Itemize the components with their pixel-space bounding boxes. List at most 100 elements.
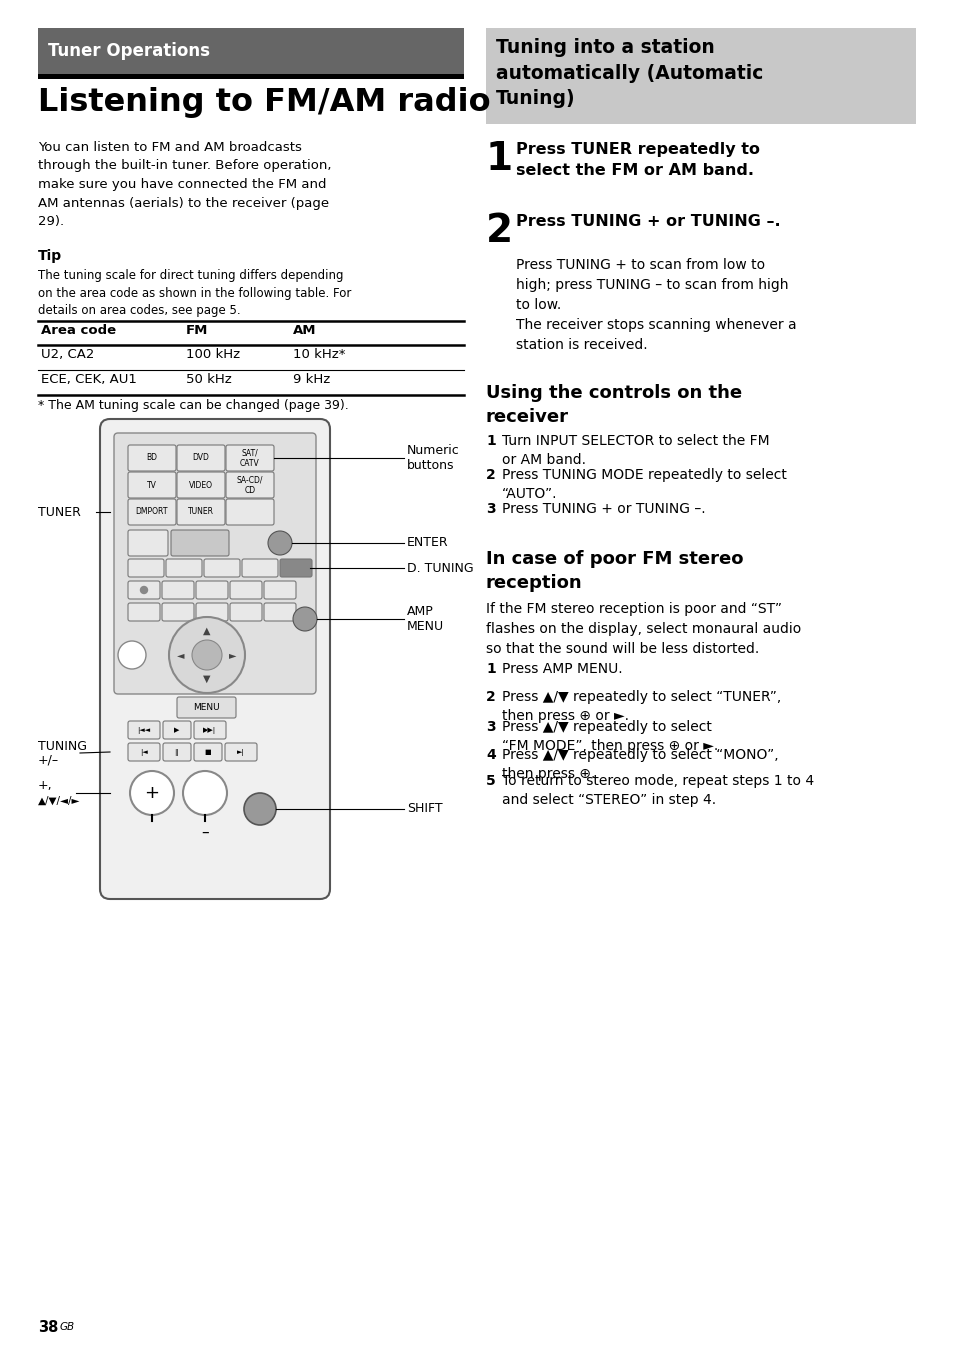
Circle shape [244, 794, 275, 825]
Text: Turn INPUT SELECTOR to select the FM
or AM band.: Turn INPUT SELECTOR to select the FM or … [501, 434, 769, 466]
FancyBboxPatch shape [195, 581, 228, 599]
FancyBboxPatch shape [225, 744, 256, 761]
Text: ◄: ◄ [177, 650, 185, 660]
Text: |◄◄: |◄◄ [137, 726, 151, 734]
FancyBboxPatch shape [226, 472, 274, 498]
FancyBboxPatch shape [128, 744, 160, 761]
Text: –: – [201, 825, 209, 840]
Text: AMP
MENU: AMP MENU [407, 604, 444, 633]
Circle shape [140, 587, 148, 594]
Text: Press ▲/▼ repeatedly to select
“FM MODE”, then press ⊕ or ►.: Press ▲/▼ repeatedly to select “FM MODE”… [501, 721, 718, 753]
Text: You can listen to FM and AM broadcasts
through the built-in tuner. Before operat: You can listen to FM and AM broadcasts t… [38, 141, 331, 228]
Text: 4: 4 [485, 748, 496, 763]
FancyBboxPatch shape [128, 530, 168, 556]
Text: TUNER: TUNER [38, 506, 81, 519]
FancyBboxPatch shape [264, 603, 295, 621]
Text: 3: 3 [485, 502, 496, 516]
Text: Listening to FM/AM radio: Listening to FM/AM radio [38, 87, 490, 118]
Text: BD: BD [147, 453, 157, 462]
Text: ▼: ▼ [203, 675, 211, 684]
FancyBboxPatch shape [128, 558, 164, 577]
Text: To return to stereo mode, repeat steps 1 to 4
and select “STEREO” in step 4.: To return to stereo mode, repeat steps 1… [501, 773, 813, 807]
FancyBboxPatch shape [113, 433, 315, 694]
Text: In case of poor FM stereo
reception: In case of poor FM stereo reception [485, 550, 742, 592]
FancyBboxPatch shape [163, 744, 191, 761]
FancyBboxPatch shape [177, 499, 225, 525]
Circle shape [293, 607, 316, 631]
Text: TUNING: TUNING [38, 740, 87, 753]
FancyBboxPatch shape [128, 445, 175, 470]
Text: +/–: +/– [38, 753, 59, 767]
Text: Press ▲/▼ repeatedly to select “TUNER”,
then press ⊕ or ►.: Press ▲/▼ repeatedly to select “TUNER”, … [501, 690, 781, 723]
Text: 1: 1 [485, 434, 496, 448]
Circle shape [169, 617, 245, 694]
Text: ||: || [174, 749, 179, 756]
FancyBboxPatch shape [193, 744, 222, 761]
Circle shape [118, 641, 146, 669]
Text: Press TUNING MODE repeatedly to select
“AUTO”.: Press TUNING MODE repeatedly to select “… [501, 468, 786, 502]
Text: The tuning scale for direct tuning differs depending
on the area code as shown i: The tuning scale for direct tuning diffe… [38, 269, 351, 316]
Text: ▶: ▶ [174, 727, 179, 733]
Text: AM: AM [293, 324, 316, 337]
Text: ►: ► [229, 650, 236, 660]
FancyBboxPatch shape [193, 721, 226, 740]
FancyBboxPatch shape [162, 603, 193, 621]
Text: DMPORT: DMPORT [135, 507, 168, 516]
FancyBboxPatch shape [128, 499, 175, 525]
Text: |◄: |◄ [140, 749, 148, 756]
Text: ▶▶|: ▶▶| [203, 726, 216, 734]
Text: ►|: ►| [237, 749, 245, 756]
Text: ■: ■ [205, 749, 212, 754]
FancyBboxPatch shape [230, 581, 262, 599]
Text: Area code: Area code [41, 324, 116, 337]
FancyBboxPatch shape [195, 603, 228, 621]
FancyBboxPatch shape [204, 558, 240, 577]
Text: Using the controls on the
receiver: Using the controls on the receiver [485, 384, 741, 426]
Text: VIDEO: VIDEO [189, 480, 213, 489]
Text: 50 kHz: 50 kHz [186, 373, 232, 387]
Text: 5: 5 [485, 773, 496, 788]
Circle shape [192, 639, 222, 671]
Text: FM: FM [186, 324, 208, 337]
Text: 9 kHz: 9 kHz [293, 373, 330, 387]
Text: Tip: Tip [38, 249, 62, 264]
Text: 2: 2 [485, 468, 496, 483]
Text: U2, CA2: U2, CA2 [41, 347, 94, 361]
Text: SAT/
CATV: SAT/ CATV [240, 449, 259, 468]
Bar [485, 28, 915, 124]
Text: Tuning into a station
automatically (Automatic
Tuning): Tuning into a station automatically (Aut… [496, 38, 762, 108]
Bar [38, 28, 463, 74]
Text: TV: TV [147, 480, 157, 489]
Text: SHIFT: SHIFT [407, 803, 442, 815]
Text: Press AMP MENU.: Press AMP MENU. [501, 662, 622, 676]
FancyBboxPatch shape [230, 603, 262, 621]
Text: Tuner Operations: Tuner Operations [48, 42, 210, 59]
Text: Press TUNING + or TUNING –.: Press TUNING + or TUNING –. [516, 214, 780, 228]
Text: 100 kHz: 100 kHz [186, 347, 240, 361]
Text: ▲: ▲ [203, 626, 211, 635]
Text: 2: 2 [485, 690, 496, 704]
Text: Press ▲/▼ repeatedly to select “MONO”,
then press ⊕.: Press ▲/▼ repeatedly to select “MONO”, t… [501, 748, 778, 781]
Text: 1: 1 [485, 141, 513, 178]
Text: D. TUNING: D. TUNING [407, 561, 473, 575]
Text: +,: +, [38, 779, 52, 791]
FancyBboxPatch shape [264, 581, 295, 599]
Text: +: + [144, 784, 159, 802]
FancyBboxPatch shape [171, 530, 229, 556]
Text: If the FM stereo reception is poor and “ST”
flashes on the display, select monau: If the FM stereo reception is poor and “… [485, 602, 801, 656]
Bar [38, 74, 463, 78]
Text: 38: 38 [38, 1320, 58, 1334]
Text: 1: 1 [485, 662, 496, 676]
FancyBboxPatch shape [128, 603, 160, 621]
FancyBboxPatch shape [166, 558, 202, 577]
Text: MENU: MENU [193, 703, 219, 713]
FancyBboxPatch shape [242, 558, 277, 577]
FancyBboxPatch shape [163, 721, 191, 740]
Text: Press TUNING + or TUNING –.: Press TUNING + or TUNING –. [501, 502, 705, 516]
FancyBboxPatch shape [128, 581, 160, 599]
FancyBboxPatch shape [100, 419, 330, 899]
FancyBboxPatch shape [226, 499, 274, 525]
Text: GB: GB [60, 1322, 75, 1332]
Text: Press TUNING + to scan from low to
high; press TUNING – to scan from high
to low: Press TUNING + to scan from low to high;… [516, 258, 796, 353]
FancyBboxPatch shape [226, 445, 274, 470]
